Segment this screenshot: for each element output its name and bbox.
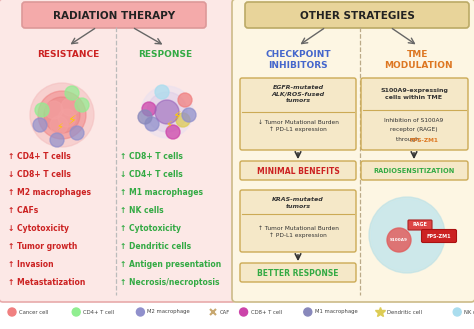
Circle shape bbox=[371, 199, 443, 271]
Text: ↓ Tumor Mutational Burden
↑ PD-L1 expression: ↓ Tumor Mutational Burden ↑ PD-L1 expres… bbox=[257, 120, 338, 132]
Text: S100A9-expressing
cells within TME: S100A9-expressing cells within TME bbox=[380, 89, 448, 100]
Circle shape bbox=[166, 125, 180, 139]
Circle shape bbox=[142, 102, 156, 116]
FancyBboxPatch shape bbox=[22, 2, 206, 28]
FancyBboxPatch shape bbox=[0, 0, 236, 302]
FancyBboxPatch shape bbox=[240, 78, 356, 150]
FancyBboxPatch shape bbox=[361, 161, 468, 180]
Circle shape bbox=[50, 116, 68, 134]
Text: RESPONSE: RESPONSE bbox=[138, 50, 192, 59]
FancyBboxPatch shape bbox=[408, 220, 432, 230]
Text: MINIMAL BENEFITS: MINIMAL BENEFITS bbox=[256, 166, 339, 175]
Circle shape bbox=[387, 228, 411, 252]
Text: CD4+ T cell: CD4+ T cell bbox=[83, 310, 114, 315]
FancyBboxPatch shape bbox=[240, 190, 356, 252]
Circle shape bbox=[137, 308, 145, 316]
Circle shape bbox=[369, 197, 445, 273]
Text: TME
MODULATION: TME MODULATION bbox=[383, 50, 452, 70]
Text: FPS-ZM1: FPS-ZM1 bbox=[410, 138, 438, 142]
Circle shape bbox=[65, 86, 79, 100]
Text: ⚡: ⚡ bbox=[56, 122, 64, 132]
Text: S100A9: S100A9 bbox=[390, 238, 408, 242]
Circle shape bbox=[453, 308, 461, 316]
Text: ↓ Cytotoxicity: ↓ Cytotoxicity bbox=[8, 224, 69, 233]
Text: ↑ CAFs: ↑ CAFs bbox=[8, 206, 38, 215]
Circle shape bbox=[178, 93, 192, 107]
Text: ↓ CD8+ T cells: ↓ CD8+ T cells bbox=[8, 170, 71, 179]
FancyBboxPatch shape bbox=[245, 2, 469, 28]
Circle shape bbox=[239, 308, 247, 316]
Text: ⚡: ⚡ bbox=[165, 120, 173, 130]
Text: ↑ Antigen presentation: ↑ Antigen presentation bbox=[120, 260, 221, 269]
Text: M2 macrophage: M2 macrophage bbox=[147, 310, 190, 315]
Circle shape bbox=[44, 97, 80, 133]
Text: ↑ Tumor Mutational Burden
↑ PD-L1 expression: ↑ Tumor Mutational Burden ↑ PD-L1 expres… bbox=[257, 226, 338, 238]
Text: KRAS-mutated
tumors: KRAS-mutated tumors bbox=[272, 197, 324, 209]
Circle shape bbox=[33, 118, 47, 132]
Text: ⚡: ⚡ bbox=[68, 114, 76, 126]
Circle shape bbox=[138, 110, 152, 124]
Text: Cancer cell: Cancer cell bbox=[19, 310, 48, 315]
Text: RESISTANCE: RESISTANCE bbox=[37, 50, 99, 59]
Circle shape bbox=[176, 113, 190, 127]
FancyBboxPatch shape bbox=[232, 0, 474, 302]
Text: OTHER STRATEGIES: OTHER STRATEGIES bbox=[300, 11, 414, 21]
Circle shape bbox=[304, 308, 312, 316]
Circle shape bbox=[70, 126, 84, 140]
Circle shape bbox=[58, 109, 76, 127]
Circle shape bbox=[30, 83, 94, 147]
Circle shape bbox=[61, 98, 79, 116]
Text: CHECKPOINT
INHIBITORS: CHECKPOINT INHIBITORS bbox=[265, 50, 331, 70]
Circle shape bbox=[72, 308, 80, 316]
Circle shape bbox=[38, 91, 86, 139]
Text: ↑ M2 macrophages: ↑ M2 macrophages bbox=[8, 188, 91, 197]
Circle shape bbox=[147, 92, 187, 132]
Text: ↑ CD4+ T cells: ↑ CD4+ T cells bbox=[8, 152, 71, 161]
Text: ↑ NK cells: ↑ NK cells bbox=[120, 206, 164, 215]
Text: CAF: CAF bbox=[220, 310, 230, 315]
FancyBboxPatch shape bbox=[240, 161, 356, 180]
Text: ↑ Tumor growth: ↑ Tumor growth bbox=[8, 242, 77, 251]
Text: ↓ CD4+ T cells: ↓ CD4+ T cells bbox=[120, 170, 183, 179]
Circle shape bbox=[75, 98, 89, 112]
Text: ↑ Metastatization: ↑ Metastatization bbox=[8, 278, 85, 287]
Circle shape bbox=[35, 103, 49, 117]
Text: RADIOSENSITIZATION: RADIOSENSITIZATION bbox=[374, 168, 455, 174]
Text: receptor (RAGE): receptor (RAGE) bbox=[390, 128, 438, 133]
Text: BETTER RESPONSE: BETTER RESPONSE bbox=[257, 268, 339, 277]
Text: through: through bbox=[396, 138, 420, 142]
Text: CD8+ T cell: CD8+ T cell bbox=[251, 310, 282, 315]
Text: ↑ CD8+ T cells: ↑ CD8+ T cells bbox=[120, 152, 183, 161]
Text: ↑ M1 macrophages: ↑ M1 macrophages bbox=[120, 188, 203, 197]
Text: Dendritic cell: Dendritic cell bbox=[387, 310, 422, 315]
FancyBboxPatch shape bbox=[421, 230, 456, 242]
FancyBboxPatch shape bbox=[361, 78, 468, 150]
Text: NK cell: NK cell bbox=[464, 310, 474, 315]
Circle shape bbox=[182, 108, 196, 122]
Text: Inhibition of S100A9: Inhibition of S100A9 bbox=[384, 117, 444, 122]
Circle shape bbox=[8, 308, 16, 316]
FancyBboxPatch shape bbox=[240, 263, 356, 282]
Text: RAGE: RAGE bbox=[412, 222, 428, 227]
Circle shape bbox=[155, 85, 169, 99]
Circle shape bbox=[155, 100, 179, 124]
Text: EGFR-mutated
ALK/ROS-fused
tumors: EGFR-mutated ALK/ROS-fused tumors bbox=[272, 85, 325, 103]
Text: ↑ Cytotoxicity: ↑ Cytotoxicity bbox=[120, 224, 181, 233]
Circle shape bbox=[145, 117, 159, 131]
Text: ↑ Necrosis/necroptosis: ↑ Necrosis/necroptosis bbox=[120, 278, 219, 287]
Circle shape bbox=[45, 101, 63, 119]
Text: ⚡: ⚡ bbox=[173, 110, 182, 122]
Text: FPS-ZM1: FPS-ZM1 bbox=[427, 234, 451, 239]
Text: ↑ Dendritic cells: ↑ Dendritic cells bbox=[120, 242, 191, 251]
Text: RADIATION THERAPY: RADIATION THERAPY bbox=[53, 11, 175, 21]
Text: M1 macrophage: M1 macrophage bbox=[315, 310, 357, 315]
Circle shape bbox=[50, 133, 64, 147]
Circle shape bbox=[141, 86, 193, 138]
Text: ↑ Invasion: ↑ Invasion bbox=[8, 260, 54, 269]
